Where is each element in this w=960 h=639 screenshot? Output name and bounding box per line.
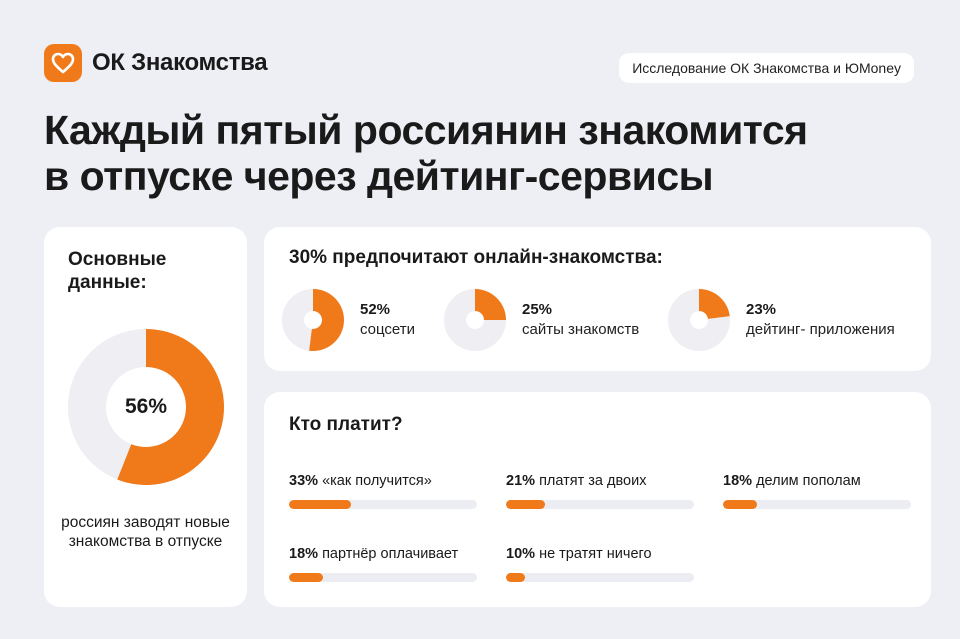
donut-percent: 52% [360, 300, 391, 318]
title-line-1: Каждый пятый россиянин знакомится [44, 107, 808, 153]
bar-label: платят за двоих [539, 473, 647, 489]
donut-slice [475, 289, 506, 320]
donut-percent: 23% [746, 300, 777, 318]
title-line-2: в отпуске через дейтинг-сервисы [44, 152, 714, 199]
bar-track [506, 573, 694, 582]
bar-track [289, 573, 477, 582]
bar-label: партнёр оплачивает [322, 546, 459, 562]
main-stat-title: Основные данные: [68, 249, 167, 293]
social-donut-chart [282, 289, 344, 351]
donut-slice [699, 289, 730, 319]
bar-fill [723, 500, 757, 509]
bar-label: «как получится» [322, 473, 432, 489]
page-title: Каждый пятый россиянин знакомится в отпу… [44, 107, 924, 200]
bar-item: 10% не тратят ничего [506, 545, 694, 582]
bar-item: 18% партнёр оплачивает [289, 545, 477, 582]
main-stat-percent: 56% [124, 395, 168, 418]
bar-percent: 21% [506, 473, 536, 489]
bar-percent: 33% [289, 473, 319, 489]
main-stat-caption: россиян заводят новые знакомства в отпус… [61, 514, 230, 551]
bar-label: делим пополам [756, 473, 861, 489]
bar-fill [506, 573, 525, 582]
bar-percent: 18% [289, 546, 319, 562]
donut-label: сайты знакомств [522, 321, 640, 338]
bar-item: 21% платят за двоих [506, 472, 694, 509]
pay-title: Кто платит? [289, 414, 403, 435]
main-donut-chart [68, 329, 224, 485]
donut-slice [309, 289, 344, 351]
bar-track [723, 500, 911, 509]
bar-fill [289, 500, 352, 509]
donut-percent: 25% [522, 300, 553, 318]
donut-label: дейтинг- приложения [746, 321, 895, 338]
bar-track [506, 500, 694, 509]
bar-fill [289, 573, 323, 582]
bar-track [289, 500, 477, 509]
donut-label: соцсети [360, 321, 416, 338]
apps-donut-chart [668, 289, 730, 351]
bar-percent: 18% [723, 473, 753, 489]
online-title: 30% предпочитают онлайн-знакомства: [289, 247, 663, 268]
who-pays-card: Кто платит? 33% «как получится» 21% плат… [264, 392, 931, 607]
brand-name: ОК Знакомства [92, 49, 268, 76]
research-badge: Исследование ОК Знакомства и ЮMoney [619, 53, 914, 83]
sites-donut-chart [444, 289, 506, 351]
bar-item: 33% «как получится» [289, 472, 477, 509]
donut-item: 52% соцсети [282, 289, 415, 351]
bar-label: не тратят ничего [539, 546, 652, 562]
donut-item: 25% сайты знакомств [444, 289, 639, 351]
bar-fill [506, 500, 546, 509]
heart-icon [44, 44, 82, 82]
bar-item: 18% делим пополам [723, 472, 911, 509]
brand-logo: ОК Знакомства [44, 44, 268, 82]
donut-slice-main [117, 329, 224, 485]
main-stat-card: Основные данные: 56% россиян заводят нов… [44, 227, 247, 607]
bar-percent: 10% [506, 546, 536, 562]
online-dating-card: 30% предпочитают онлайн-знакомства: 52% … [264, 227, 931, 371]
donut-item: 23% дейтинг- приложения [668, 289, 895, 351]
